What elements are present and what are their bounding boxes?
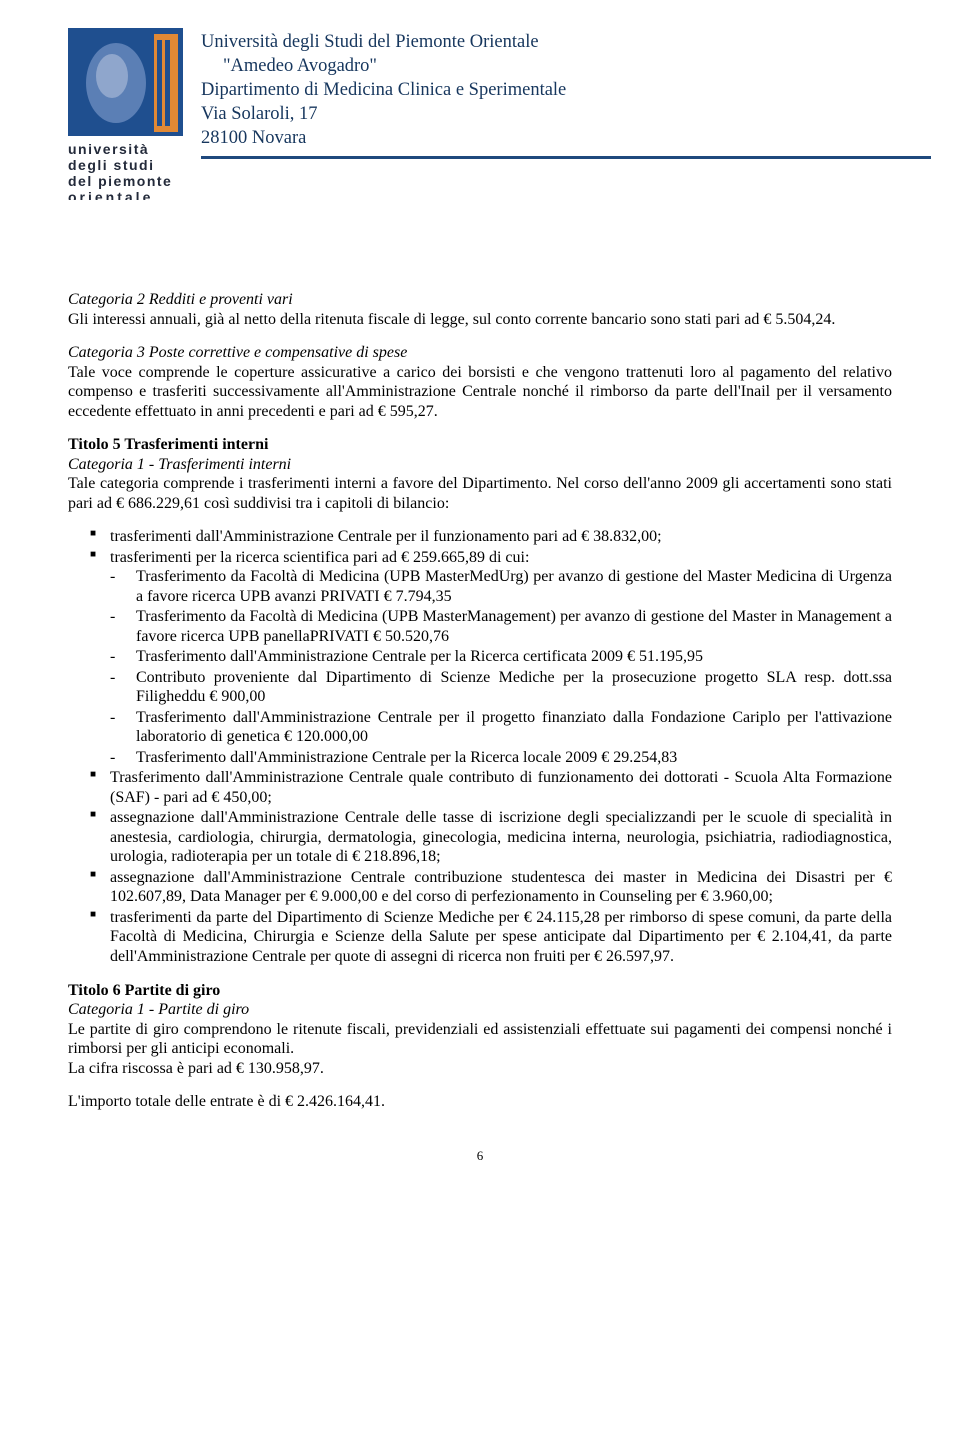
list-item: Contributo proveniente dal Dipartimento … (110, 668, 892, 707)
list-item: Trasferimento da Facoltà di Medicina (UP… (110, 567, 892, 606)
list-item: Trasferimento dall'Amministrazione Centr… (110, 647, 892, 667)
university-name: Università degli Studi del Piemonte Orie… (201, 30, 931, 54)
category-2-title: Categoria 2 Redditi e proventi vari (68, 291, 293, 308)
title-6-amount: La cifra riscossa è pari ad € 130.958,97… (68, 1060, 324, 1077)
department-name: Dipartimento di Medicina Clinica e Speri… (201, 78, 931, 102)
svg-text:università: università (68, 141, 149, 157)
list-item-intro: trasferimenti per la ricerca scientifica… (110, 549, 529, 566)
address-city: 28100 Novara (201, 126, 931, 150)
address-street: Via Solaroli, 17 (201, 102, 931, 126)
svg-text:del piemonte: del piemonte (68, 173, 172, 189)
category-3-block: Categoria 3 Poste correttive e compensat… (68, 343, 892, 421)
category-2-body: Gli interessi annuali, già al netto dell… (68, 311, 835, 328)
title-5-body: Tale categoria comprende i trasferimenti… (68, 475, 892, 512)
list-item: Trasferimento dall'Amministrazione Centr… (110, 708, 892, 747)
list-item: trasferimenti per la ricerca scientifica… (68, 548, 892, 768)
list-item: trasferimenti da parte del Dipartimento … (68, 908, 892, 967)
title-6-block: Titolo 6 Partite di giro Categoria 1 - P… (68, 981, 892, 1079)
title-6-body: Le partite di giro comprendono le ritenu… (68, 1021, 892, 1058)
title-6-heading: Titolo 6 Partite di giro (68, 982, 220, 999)
page-number: 6 (68, 1148, 892, 1164)
title-5-category: Categoria 1 - Trasferimenti interni (68, 456, 291, 473)
university-logo: università degli studi del piemonte orie… (68, 28, 183, 200)
letterhead: università degli studi del piemonte orie… (68, 28, 892, 200)
category-2-block: Categoria 2 Redditi e proventi vari Gli … (68, 290, 892, 329)
sub-transfer-list: Trasferimento da Facoltà di Medicina (UP… (110, 567, 892, 767)
list-item: assegnazione dall'Amministrazione Centra… (68, 808, 892, 867)
transfer-list: trasferimenti dall'Amministrazione Centr… (68, 527, 892, 966)
list-item: Trasferimento dall'Amministrazione Centr… (68, 768, 892, 807)
list-item: Trasferimento dall'Amministrazione Centr… (110, 748, 892, 768)
university-subtitle: "Amedeo Avogadro" (201, 54, 931, 78)
svg-text:degli studi: degli studi (68, 157, 155, 173)
title-5-heading: Titolo 5 Trasferimenti interni (68, 436, 268, 453)
document-body: Categoria 2 Redditi e proventi vari Gli … (68, 290, 892, 1164)
category-3-body: Tale voce comprende le coperture assicur… (68, 364, 892, 420)
list-item: trasferimenti dall'Amministrazione Centr… (68, 527, 892, 547)
list-item: Trasferimento da Facoltà di Medicina (UP… (110, 607, 892, 646)
title-6-category: Categoria 1 - Partite di giro (68, 1001, 249, 1018)
list-item: assegnazione dall'Amministrazione Centra… (68, 868, 892, 907)
total-line: L'importo totale delle entrate è di € 2.… (68, 1092, 892, 1112)
letterhead-text: Università degli Studi del Piemonte Orie… (201, 28, 931, 159)
svg-text:orientale: orientale (68, 189, 153, 200)
category-3-title: Categoria 3 Poste correttive e compensat… (68, 344, 407, 361)
title-5-block: Titolo 5 Trasferimenti interni Categoria… (68, 435, 892, 513)
header-divider (201, 156, 931, 159)
